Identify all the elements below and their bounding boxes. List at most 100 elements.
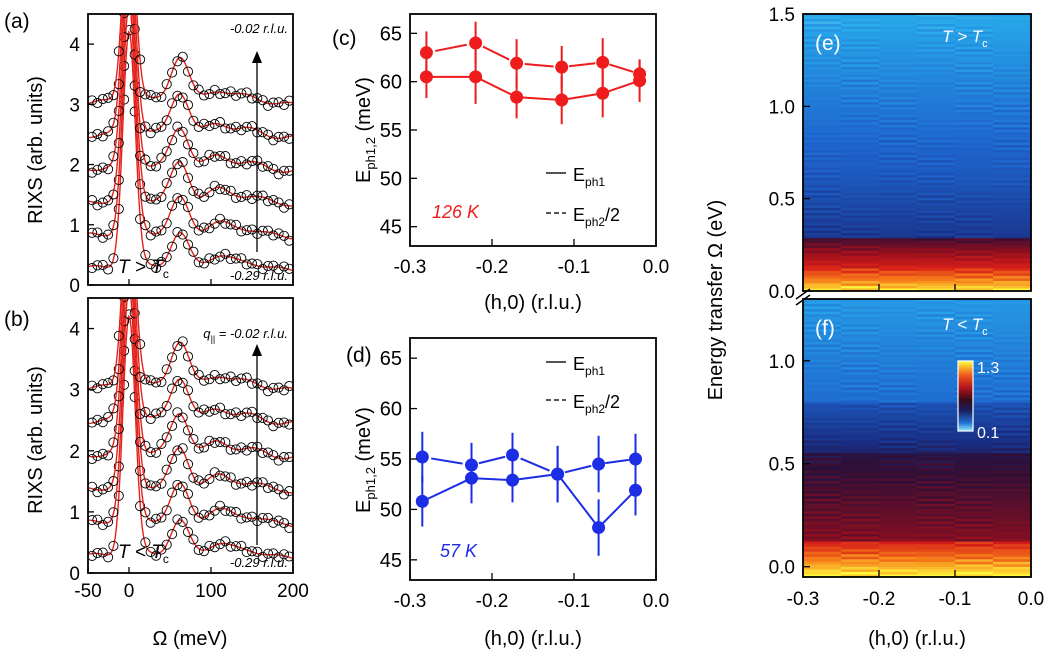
heatmap-cell: [803, 372, 842, 376]
data-point: [225, 158, 236, 169]
data-point: [209, 437, 220, 448]
y-tick-label: 65: [380, 23, 402, 45]
heatmap-cell: [955, 167, 994, 171]
data-point: [268, 481, 279, 492]
heatmap-cell: [879, 195, 918, 199]
heatmap-cell: [841, 230, 880, 234]
heatmap-cell: [917, 349, 956, 353]
heatmap-cell: [917, 397, 956, 401]
heatmap-cell: [803, 319, 842, 323]
data-point: [97, 448, 108, 459]
data-point: [230, 375, 242, 387]
heatmap-cell: [955, 395, 994, 399]
heatmap-cell: [879, 147, 918, 151]
eph1-point: [629, 483, 642, 497]
heatmap-cell: [993, 501, 1032, 505]
data-point: [113, 490, 124, 501]
heatmap-cell: [955, 541, 994, 545]
heatmap-cell: [841, 280, 880, 285]
panel-c-ylabel: Eph1,2 (meV): [353, 77, 378, 183]
y-tick-label: 0.5: [769, 190, 795, 211]
data-point: [140, 121, 151, 132]
data-point: [161, 400, 172, 411]
heatmap-cell: [841, 265, 880, 269]
heatmap-cell: [917, 455, 956, 459]
heatmap-cell: [955, 280, 994, 285]
data-point: [103, 195, 114, 206]
data-point: [172, 159, 183, 170]
heatmap-cell: [841, 478, 880, 482]
heatmap-cell: [917, 149, 956, 154]
data-point: [103, 92, 114, 103]
heatmap-cell: [917, 359, 956, 363]
eph2-point: [592, 457, 606, 471]
heatmap-cell: [803, 569, 842, 573]
heatmap-cell: [879, 233, 918, 237]
heatmap-cell: [841, 475, 880, 480]
heatmap-cell: [955, 273, 994, 277]
heatmap-cell: [841, 430, 880, 434]
heatmap-cell: [917, 134, 956, 138]
data-point: [284, 165, 293, 176]
heatmap-cell: [879, 389, 918, 394]
heatmap-cell: [841, 372, 880, 376]
data-point: [236, 191, 247, 202]
heatmap-cell: [879, 470, 918, 474]
heatmap-cell: [803, 197, 842, 201]
panel-d-xlabel: (h,0) (r.l.u.): [484, 628, 582, 650]
heatmap-cell: [917, 501, 956, 505]
heatmap-cell: [879, 19, 918, 23]
data-point: [97, 162, 108, 173]
heatmap-cell: [841, 470, 880, 474]
heatmap-cell: [955, 448, 994, 452]
heatmap-cell: [917, 97, 956, 101]
data-point: [130, 0, 139, 9]
heatmap-cell: [955, 425, 994, 429]
heatmap-cell: [955, 165, 994, 169]
data-point: [193, 475, 204, 486]
heatmap-cell: [879, 491, 918, 495]
heatmap-cell: [879, 243, 918, 247]
data-point: [119, 14, 130, 19]
heatmap-cell: [803, 491, 842, 495]
heatmap-cell: [917, 377, 956, 381]
heatmap-cell: [841, 240, 880, 244]
data-point: [108, 476, 119, 487]
data-point: [241, 547, 252, 558]
heatmap-cell: [993, 109, 1032, 113]
heatmap-cell: [841, 44, 880, 48]
data-point: [119, 298, 130, 303]
data-point: [273, 417, 284, 428]
heatmap-cell: [879, 41, 918, 45]
heatmap-cell: [955, 455, 994, 459]
heatmap-cell: [917, 410, 956, 414]
heatmap-cell: [917, 301, 956, 305]
heatmap-cell: [917, 341, 956, 346]
heatmap-cell: [803, 329, 842, 333]
heatmap-cell: [917, 76, 956, 81]
heatmap-cell: [917, 432, 956, 437]
heatmap-cell: [917, 468, 956, 472]
heatmap-cell: [993, 536, 1032, 540]
heatmap-cell: [841, 114, 880, 118]
heatmap-cell: [841, 253, 880, 257]
heatmap-cell: [993, 571, 1032, 576]
heatmap-cell: [955, 24, 994, 28]
heatmap-cell: [955, 564, 994, 568]
heatmap-cell: [803, 99, 842, 103]
heatmap-cell: [879, 539, 918, 543]
panel-f-label: (f): [815, 317, 835, 340]
heatmap-cell: [917, 238, 956, 242]
heatmap-cell: [993, 155, 1032, 159]
heatmap-cell: [879, 59, 918, 63]
heatmap-cell: [803, 16, 842, 20]
heatmap-cell: [803, 127, 842, 131]
data-point: [230, 507, 242, 518]
heatmap-cell: [803, 528, 842, 533]
heatmap-cell: [803, 49, 842, 53]
data-point: [262, 129, 274, 140]
heatmap-cell: [993, 566, 1032, 571]
heatmap-cell: [993, 273, 1032, 277]
data-point: [177, 516, 188, 527]
heatmap-cell: [955, 571, 994, 576]
